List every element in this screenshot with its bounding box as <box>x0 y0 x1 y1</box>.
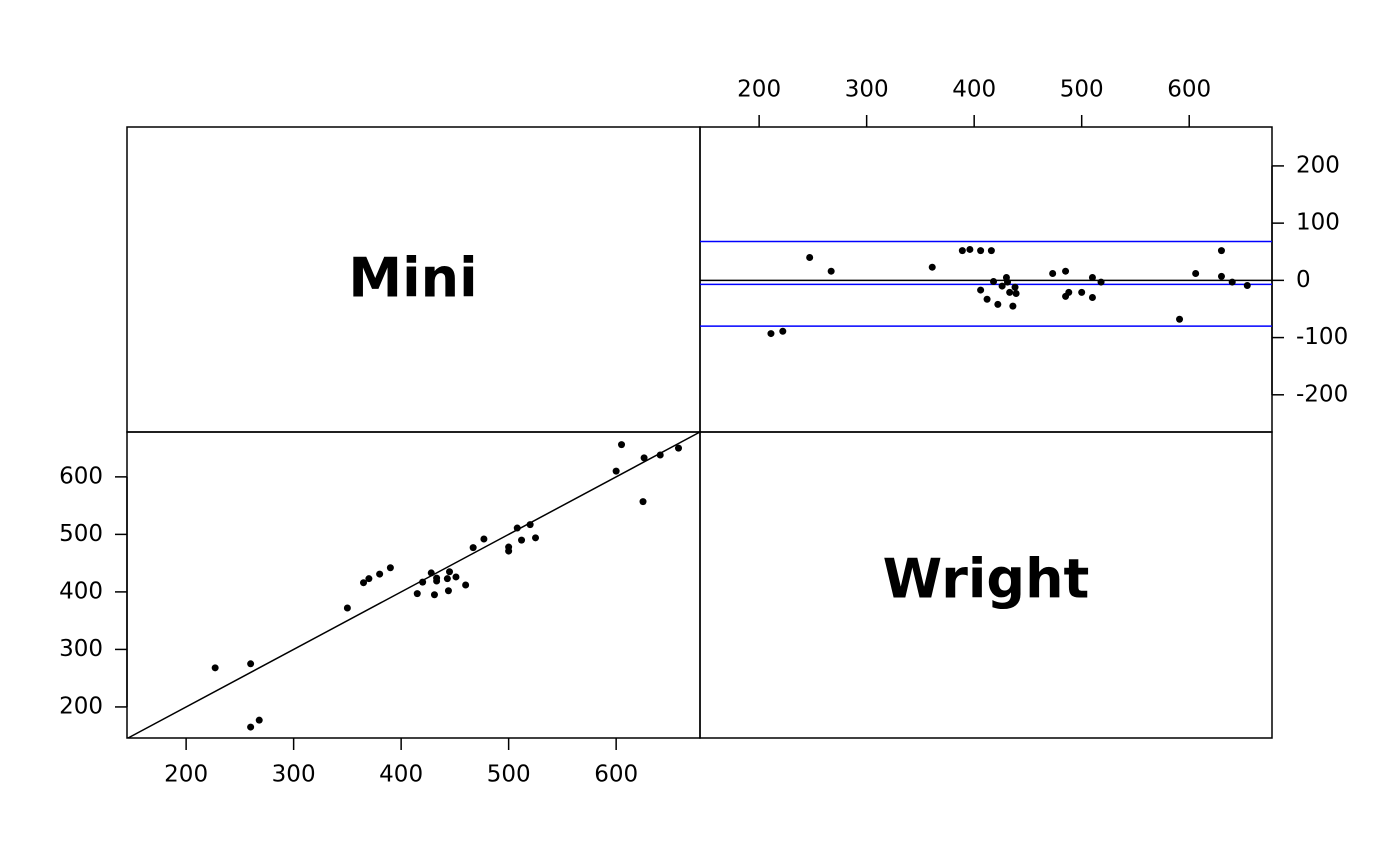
point <box>419 578 427 586</box>
x-tick-label: 300 <box>272 762 316 788</box>
x-tick-label: 200 <box>164 762 208 788</box>
point <box>247 723 255 731</box>
point <box>1228 278 1236 286</box>
y-tick-label: 600 <box>59 463 103 489</box>
y-tick-label: 200 <box>59 693 103 719</box>
y-tick-label: 400 <box>59 578 103 604</box>
point <box>977 247 985 255</box>
point <box>1009 302 1017 310</box>
point <box>612 467 620 475</box>
y-tick-label: -100 <box>1296 324 1348 350</box>
point <box>444 587 452 595</box>
point <box>433 577 441 585</box>
point <box>767 330 775 338</box>
point <box>1192 269 1200 277</box>
point <box>255 716 263 724</box>
y-tick-label: 100 <box>1296 210 1340 236</box>
x-tick-label: 400 <box>952 77 996 103</box>
y-tick-label: 500 <box>59 521 103 547</box>
point <box>928 263 936 271</box>
point <box>365 575 373 583</box>
point <box>343 604 351 612</box>
point <box>532 534 540 542</box>
point <box>247 660 255 668</box>
point <box>376 570 384 578</box>
point <box>462 581 470 589</box>
point <box>1088 273 1096 281</box>
point <box>1006 288 1014 296</box>
point <box>1062 267 1070 275</box>
x-tick-label: 600 <box>1167 77 1211 103</box>
x-tick-label: 500 <box>1060 77 1104 103</box>
point <box>1217 247 1225 255</box>
x-tick-label: 200 <box>737 77 781 103</box>
x-tick-label: 400 <box>379 762 423 788</box>
diagonal-label: Wright <box>883 548 1090 611</box>
identity-line <box>127 431 701 739</box>
point <box>977 286 985 294</box>
point <box>779 327 787 335</box>
point <box>1176 315 1184 323</box>
point <box>1088 294 1096 302</box>
point <box>526 521 534 529</box>
point <box>958 247 966 255</box>
point <box>446 568 454 576</box>
point <box>413 590 421 598</box>
point <box>998 282 1006 290</box>
point <box>983 295 991 303</box>
point <box>1078 288 1086 296</box>
point <box>505 543 513 551</box>
point <box>987 247 995 255</box>
point <box>386 564 394 572</box>
point <box>1004 278 1012 286</box>
point <box>674 444 682 452</box>
point <box>827 267 835 275</box>
point <box>443 575 451 583</box>
point <box>452 573 460 581</box>
point <box>656 451 664 459</box>
point <box>1217 272 1225 280</box>
point <box>990 278 998 286</box>
x-tick-label: 600 <box>594 762 638 788</box>
point <box>1243 282 1251 290</box>
x-tick-label: 300 <box>845 77 889 103</box>
point <box>211 664 219 672</box>
point <box>1049 269 1057 277</box>
point <box>1065 288 1073 296</box>
panel-frame <box>699 126 1273 433</box>
point <box>513 524 521 532</box>
point <box>480 535 488 543</box>
y-tick-label: 300 <box>59 636 103 662</box>
point <box>430 591 438 599</box>
point <box>639 498 647 506</box>
y-tick-label: -200 <box>1296 381 1348 407</box>
point <box>469 544 477 552</box>
point <box>1012 290 1020 298</box>
point <box>518 536 526 544</box>
point <box>806 253 814 261</box>
point <box>618 441 626 449</box>
point <box>640 454 648 462</box>
y-tick-label: 200 <box>1296 152 1340 178</box>
point <box>966 245 974 253</box>
point <box>427 569 435 577</box>
point <box>994 300 1002 308</box>
panel-frame <box>699 431 1273 739</box>
x-tick-label: 500 <box>487 762 531 788</box>
diagonal-label: Mini <box>348 247 477 310</box>
point <box>1011 283 1019 291</box>
y-tick-label: 0 <box>1296 267 1311 293</box>
point <box>1097 278 1105 286</box>
point <box>360 579 368 587</box>
